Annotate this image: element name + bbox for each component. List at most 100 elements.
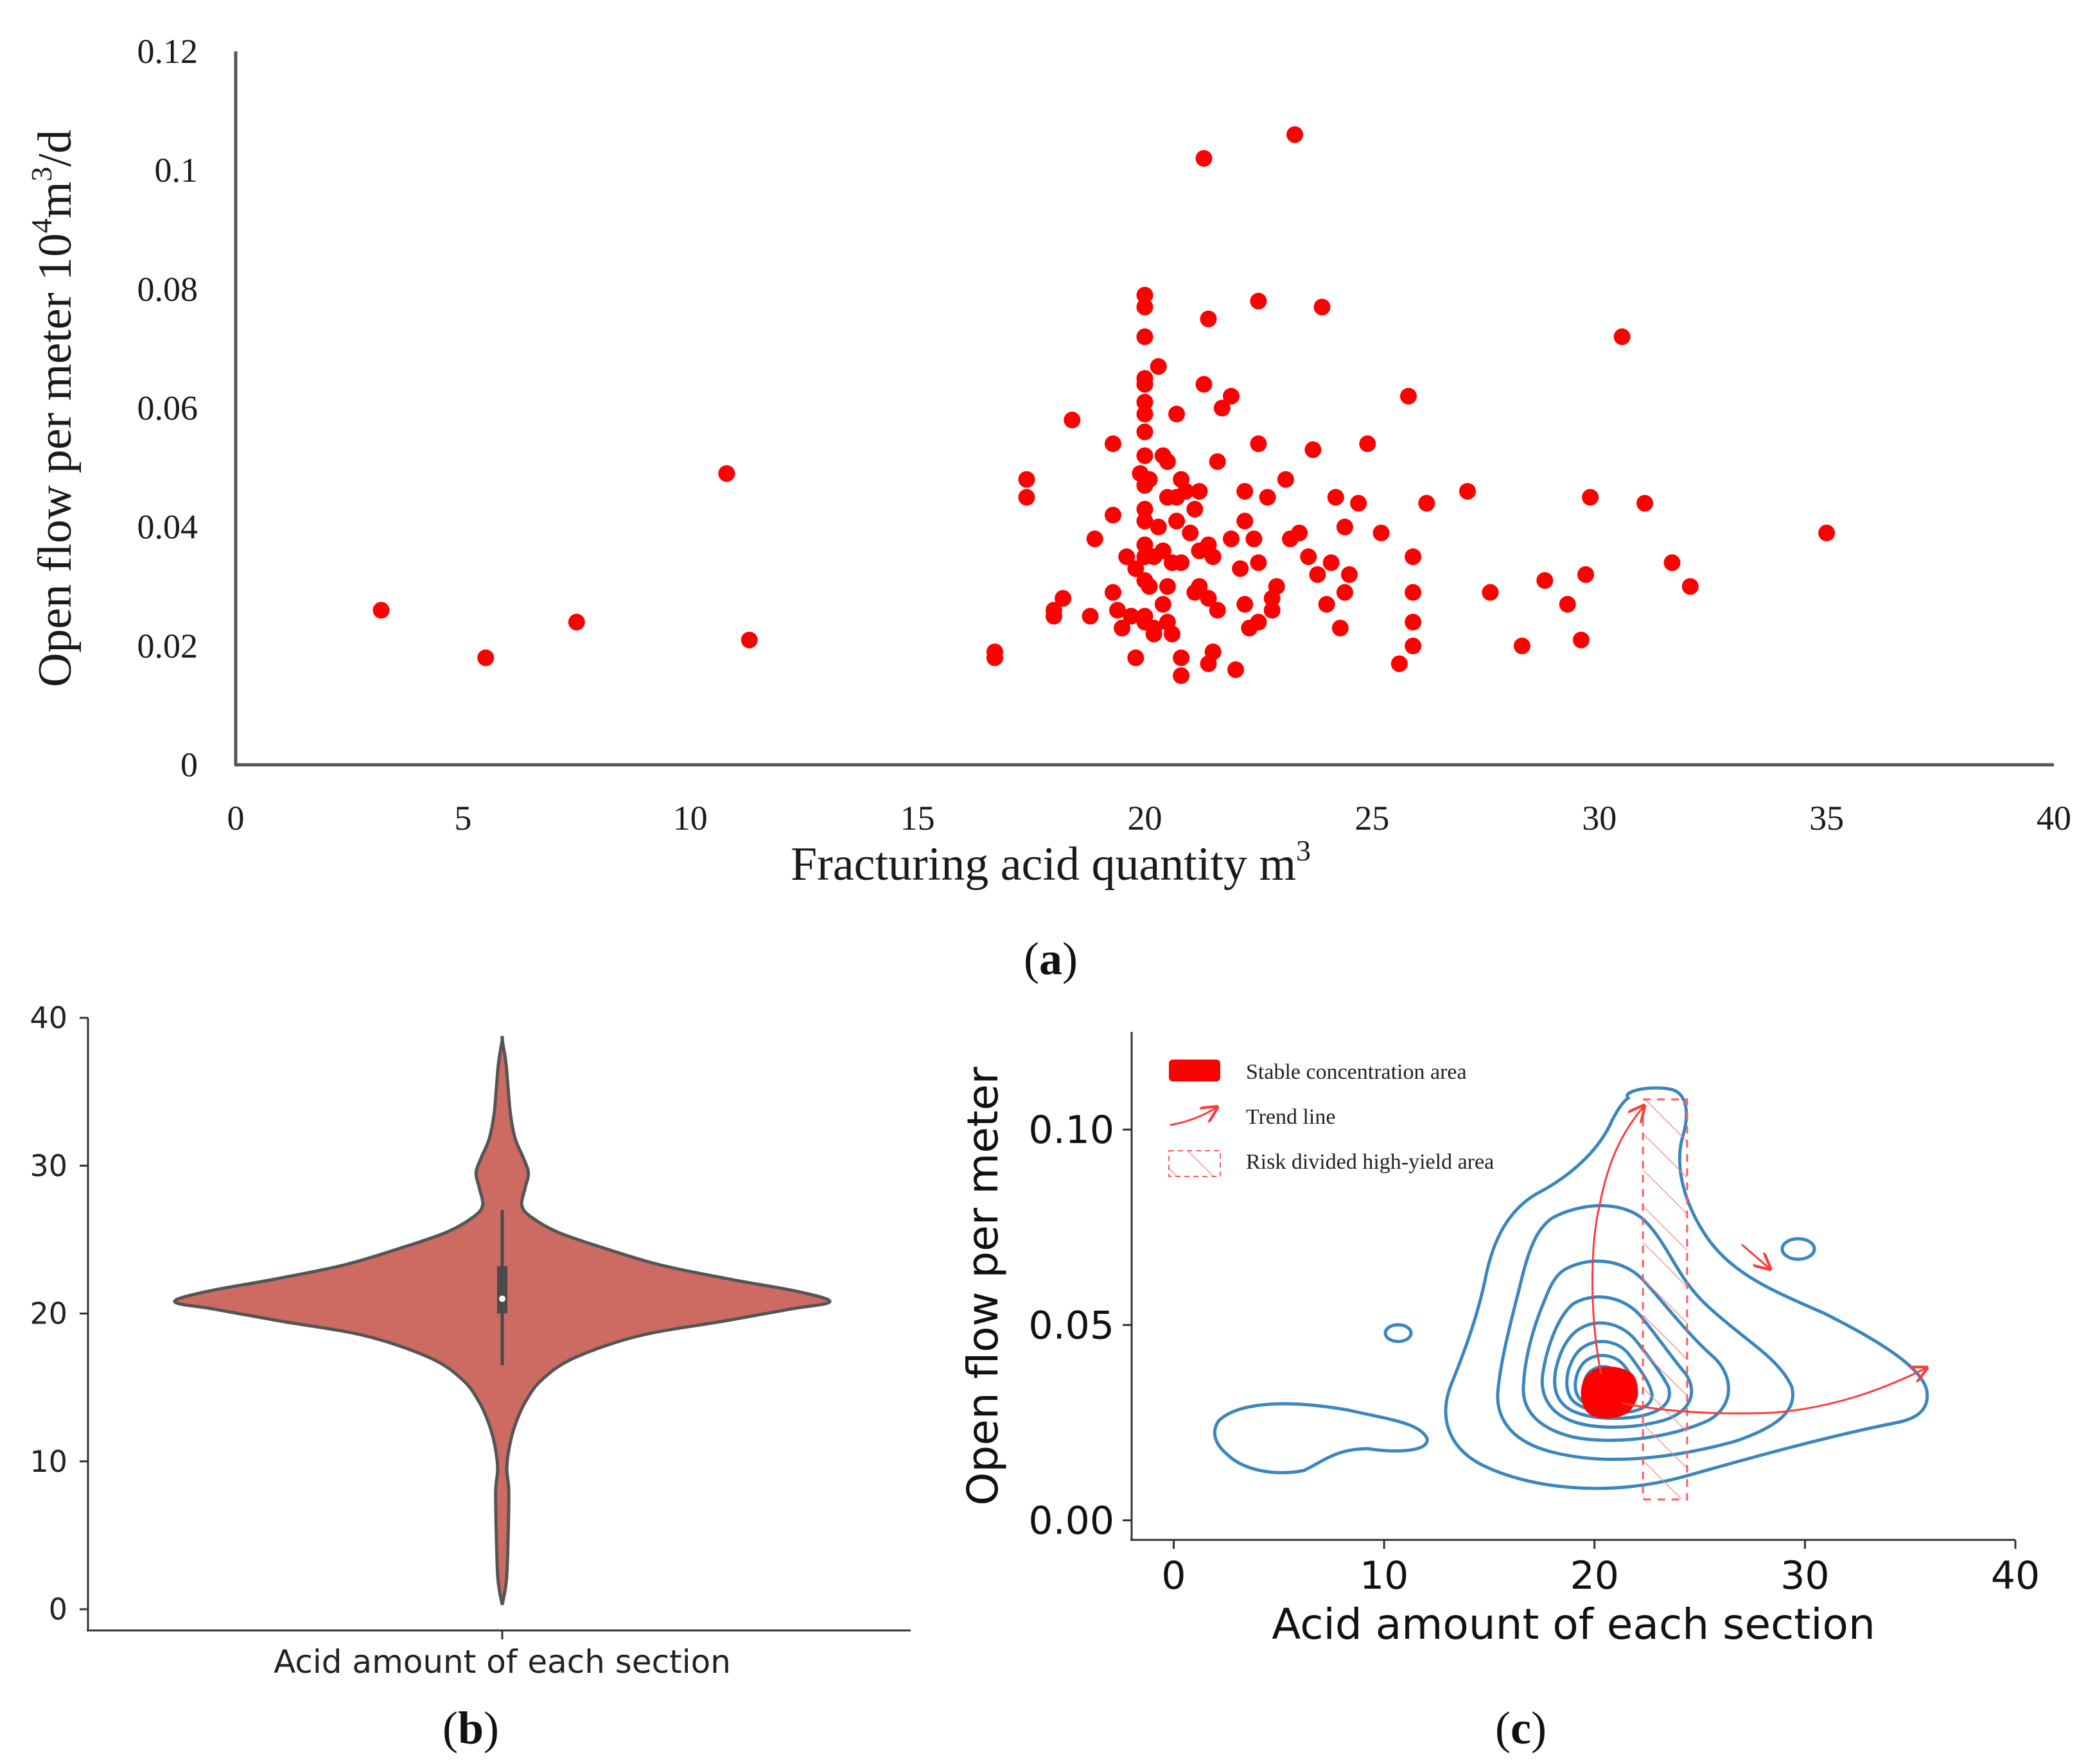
scatter-point (1336, 518, 1353, 536)
x-tick-label: 30 (1780, 1553, 1829, 1598)
scatter-point (1536, 572, 1554, 589)
panel-c-legend-trend-swatch (1170, 1107, 1217, 1126)
y-tick-label: 10 (30, 1444, 67, 1479)
scatter-point (1399, 387, 1417, 405)
scatter-point (1177, 483, 1195, 500)
scatter-point (1390, 655, 1408, 672)
y-tick-label: 0.06 (137, 389, 198, 428)
y-tick-label: 0 (49, 1592, 67, 1627)
y-tick-label: 0.04 (137, 508, 198, 546)
y-tick-label: 0.1 (155, 151, 198, 189)
panel-a-y-ticks: 0 0.02 0.04 0.06 0.08 0.1 0.12 (137, 32, 198, 784)
y-tick-label: 0.12 (137, 32, 198, 71)
scatter-point (1204, 548, 1222, 565)
scatter-point (1195, 376, 1213, 393)
scatter-point (1336, 584, 1353, 601)
x-tick-label: 25 (1354, 799, 1389, 837)
scatter-point (1350, 494, 1367, 512)
scatter-point (1227, 661, 1245, 678)
scatter-point (1136, 328, 1153, 345)
scatter-point (1268, 578, 1285, 595)
scatter-point (1818, 524, 1836, 541)
scatter-point (1173, 649, 1190, 667)
scatter-point (1082, 607, 1099, 625)
scatter-point (1250, 554, 1267, 572)
scatter-point (1291, 524, 1308, 541)
scatter-point (1318, 596, 1335, 613)
scatter-point (986, 649, 1003, 667)
scatter-point (1250, 435, 1267, 453)
scatter-point (1145, 620, 1162, 637)
y-tick-label: 0.08 (137, 270, 198, 308)
panel-c-contour-left-blob (1213, 1402, 1429, 1474)
scatter-point (1259, 489, 1276, 506)
scatter-point (1236, 512, 1254, 530)
scatter-point (1222, 387, 1240, 405)
scatter-point (1309, 566, 1326, 583)
scatter-point (1322, 554, 1340, 572)
scatter-point (1222, 530, 1240, 548)
panel-c-contour-island-small (1383, 1323, 1413, 1343)
panel-b-y-ticks: 0 10 20 30 40 (30, 1000, 88, 1627)
scatter-point (1150, 358, 1167, 375)
panel-c-label: (c) (1495, 1702, 1547, 1754)
scatter-point (1127, 649, 1144, 667)
panel-c-trend-arrow-small (1741, 1243, 1770, 1269)
scatter-point (1459, 483, 1477, 500)
scatter-point (1250, 292, 1267, 310)
scatter-point (1681, 578, 1699, 595)
scatter-point (1186, 500, 1204, 518)
scatter-point (1232, 560, 1249, 577)
scatter-point (1018, 489, 1035, 506)
scatter-point (1154, 542, 1171, 559)
scatter-point (1064, 412, 1081, 429)
panel-c-trend-line-right (1621, 1368, 1927, 1415)
panel-b-label: (b) (443, 1702, 499, 1754)
scatter-point (1136, 423, 1153, 441)
x-tick-label: 40 (2037, 799, 2071, 837)
panel-c-trend-line-up (1591, 1106, 1644, 1375)
scatter-point (1159, 578, 1176, 595)
panel-c-legend-risk-swatch (1168, 1150, 1221, 1177)
panel-a-label: (a) (1024, 933, 1078, 984)
scatter-point (1200, 310, 1217, 327)
panel-b-iqr-box (497, 1266, 507, 1314)
y-tick-label: 0.02 (137, 627, 198, 665)
scatter-point (1141, 471, 1158, 488)
x-tick-label: 15 (900, 799, 935, 837)
scatter-point (1204, 643, 1222, 661)
scatter-point (1340, 566, 1358, 583)
scatter-point (1236, 483, 1254, 500)
panel-b-x-axis-label: Acid amount of each section (274, 1643, 731, 1681)
panel-c-legend-stable-swatch (1169, 1060, 1220, 1081)
y-tick-label: 40 (30, 1000, 67, 1035)
scatter-point (1018, 471, 1035, 488)
scatter-point (1136, 376, 1153, 393)
panel-b-median-dot (499, 1295, 505, 1302)
scatter-point (1300, 548, 1317, 565)
scatter-point (1286, 126, 1304, 143)
scatter-point (1200, 589, 1217, 607)
panel-c-contour-island-right (1780, 1237, 1816, 1261)
panel-c-y-ticks: 0.00 0.05 0.10 (1028, 1108, 1132, 1544)
scatter-point (1109, 602, 1126, 619)
panel-c-legend-risk-label: Risk divided high-yield area (1246, 1150, 1494, 1174)
scatter-point (1613, 328, 1631, 345)
panel-a-points (373, 126, 1836, 685)
scatter-point (1277, 471, 1294, 488)
scatter-point (1191, 578, 1208, 595)
scatter-point (1123, 607, 1140, 625)
scatter-point (1136, 536, 1153, 554)
scatter-point (1086, 530, 1103, 548)
scatter-point (1405, 548, 1422, 565)
x-tick-label: 35 (1809, 799, 1844, 837)
scatter-point (1136, 299, 1153, 316)
scatter-point (1154, 596, 1171, 613)
scatter-point (1182, 524, 1199, 541)
scatter-point (1359, 435, 1376, 453)
scatter-point (1104, 584, 1121, 601)
panel-c-contours (1213, 1086, 1929, 1490)
scatter-point (1104, 435, 1121, 453)
scatter-point (1136, 394, 1153, 411)
scatter-point (1213, 399, 1231, 417)
